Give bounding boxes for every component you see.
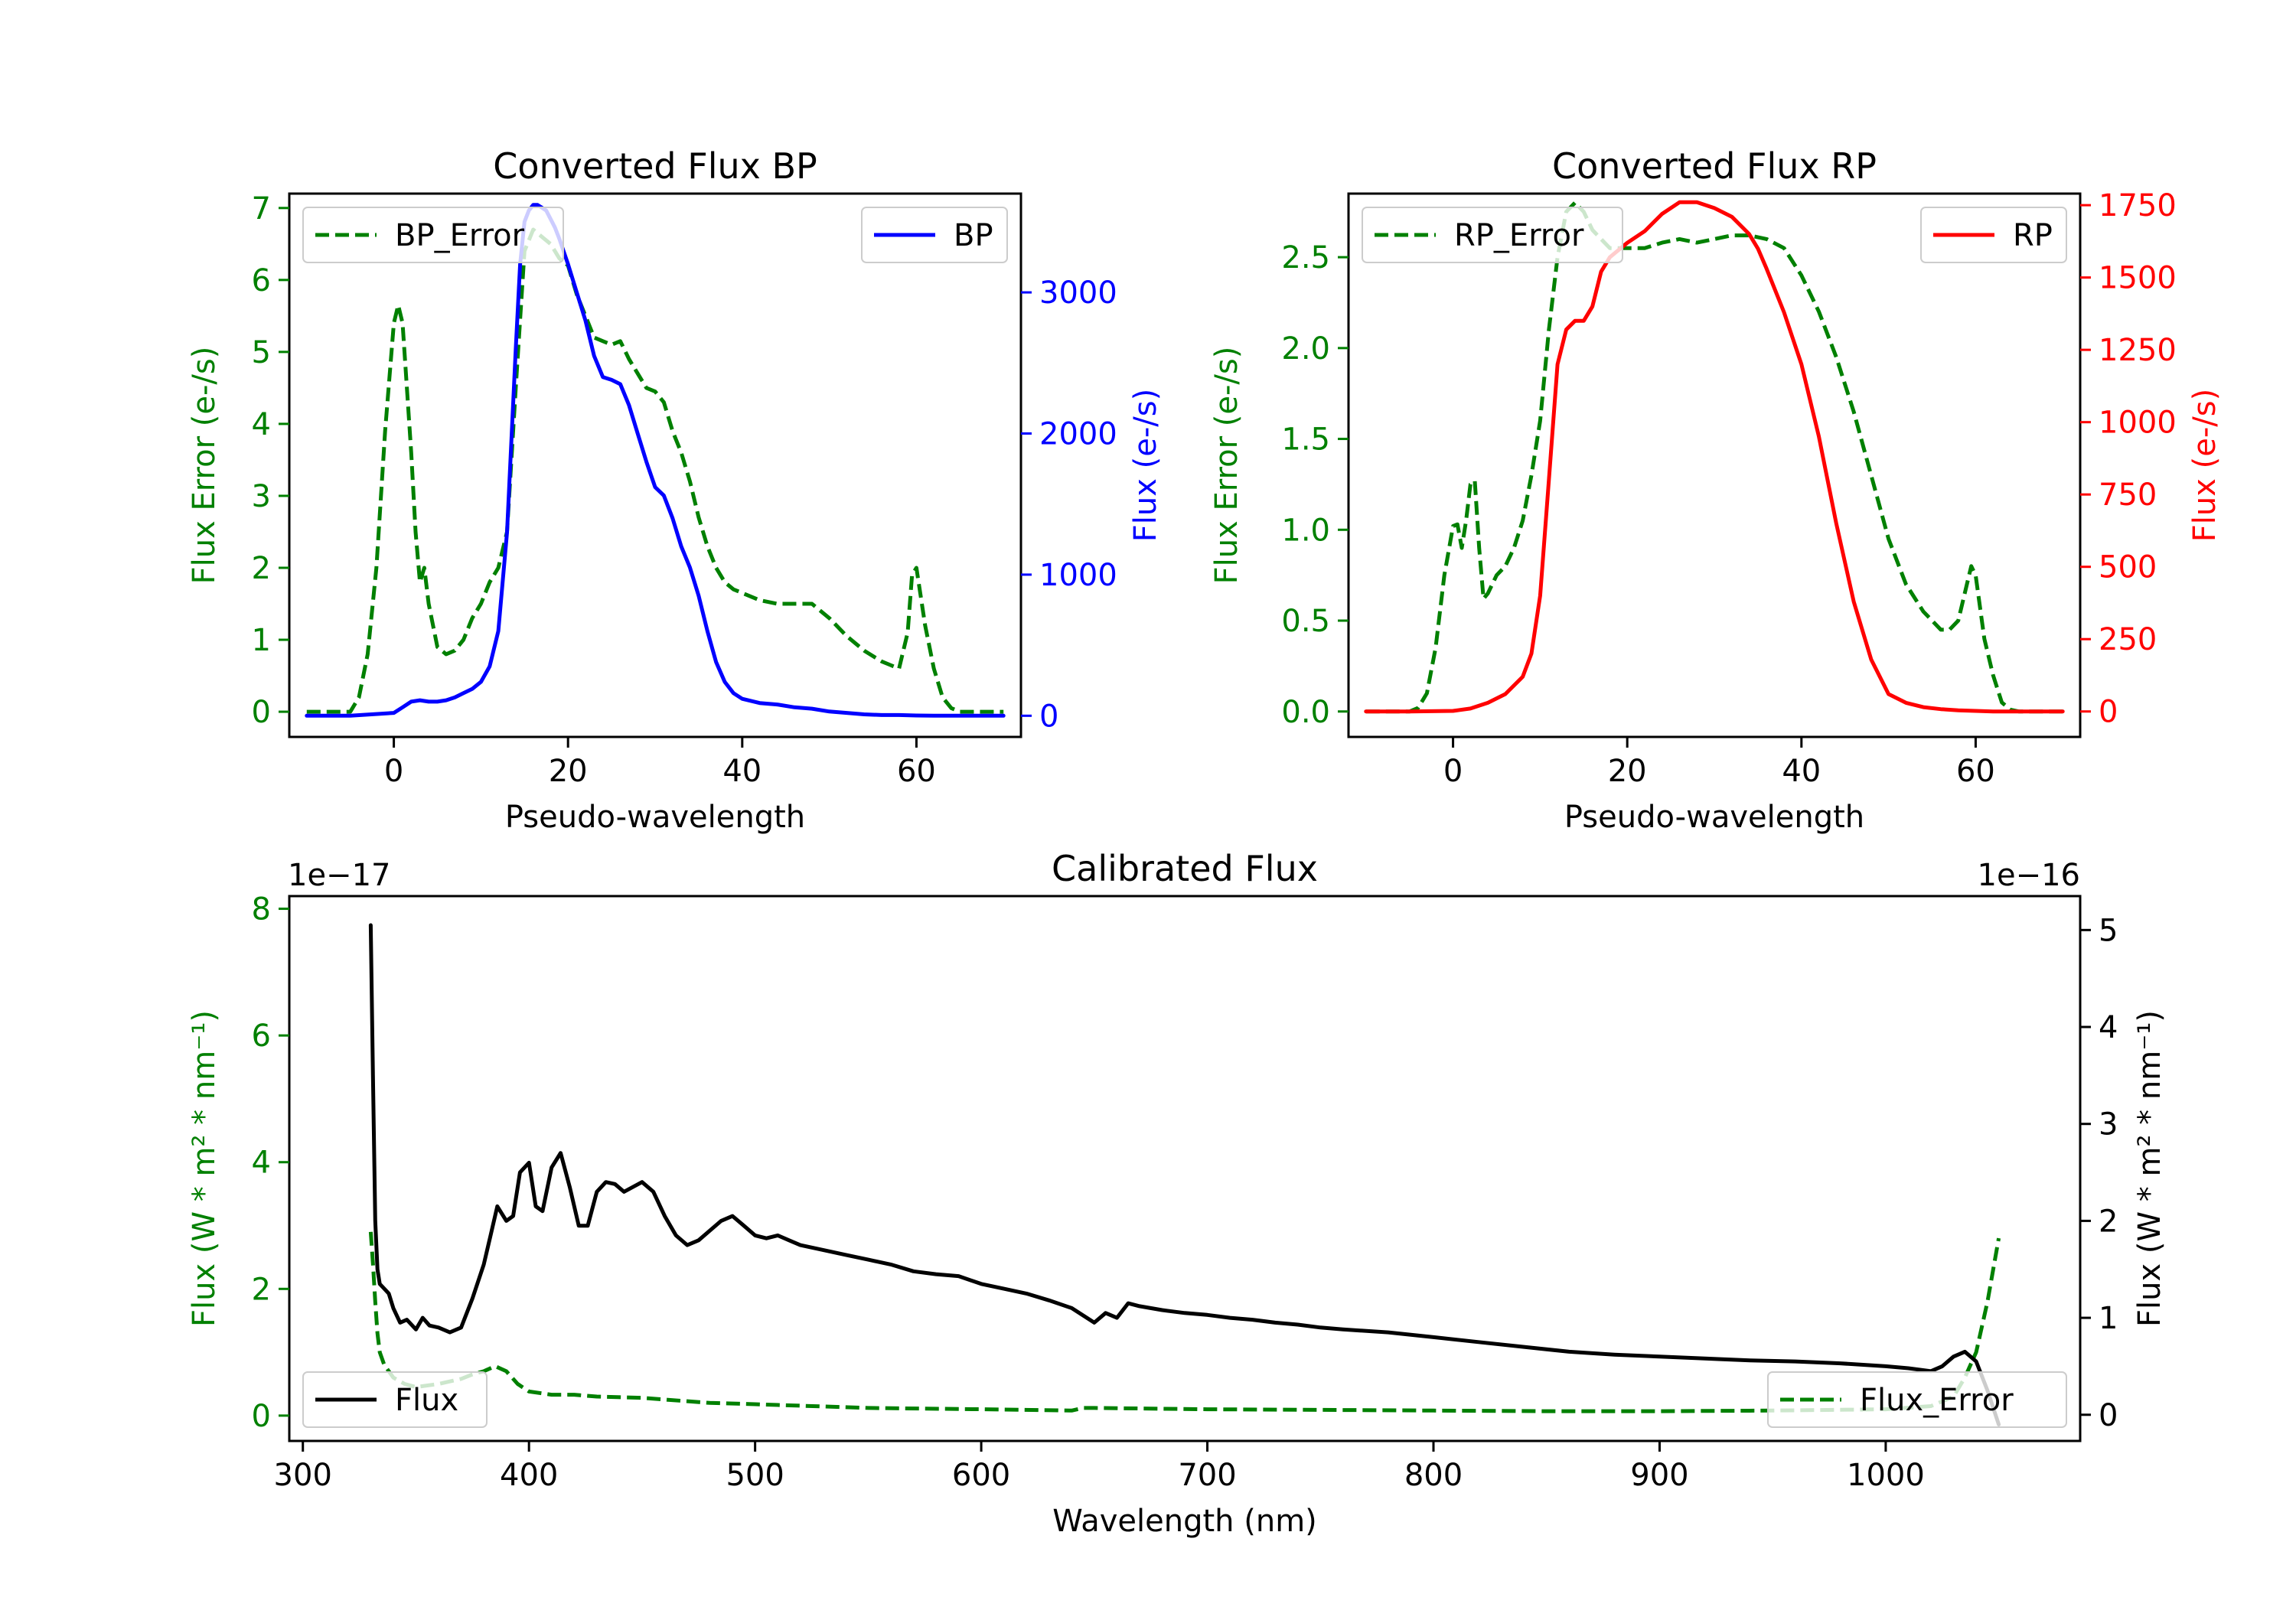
y-axis-label-right: Flux (W * m² * nm⁻¹) [2132,1010,2167,1327]
legend-left: Flux [302,1371,488,1428]
legend-box [302,207,564,263]
left-tick-label: 1.0 [1281,513,1330,548]
series-line-bp [305,203,1006,718]
legend-right: BP [861,207,1008,263]
legend-box [1767,1371,2067,1428]
legend-left: BP_Error [302,207,564,263]
right-tick-label: 0 [2099,1398,2118,1433]
left-tick-label: 0.0 [1281,695,1330,730]
right-tick-label: 1 [2099,1301,2118,1336]
legend-label: RP_Error [1454,218,1584,253]
x-tick-label: 700 [1178,1458,1236,1493]
right-tick-label: 1000 [1039,558,1117,593]
x-axis-label: Wavelength (nm) [1052,1504,1317,1539]
right-tick-label: 2 [2099,1204,2118,1239]
left-tick-label: 7 [252,191,271,227]
right-tick-label: 1750 [2099,188,2177,223]
x-tick-label: 20 [1608,754,1647,789]
right-tick-label: 3000 [1039,275,1117,311]
series-line-bp-error [306,227,1004,714]
bp-subplot: 0 20 40 60 0 1 2 3 4 5 6 7 0 1000 2000 3000 Converted Fl… [187,145,1163,835]
x-tick-label: 0 [384,754,403,789]
legend-label: Flux [395,1383,458,1418]
left-tick-label: 4 [252,407,271,442]
left-tick-label: 0 [252,695,271,730]
legend-label: RP [2013,218,2053,253]
left-tick-label: 6 [252,1019,271,1054]
right-tick-label: 0 [2099,695,2118,730]
x-tick-label: 1000 [1847,1458,1925,1493]
series-line-rp [1364,200,2065,714]
x-tick-label: 800 [1404,1458,1463,1493]
legend-label: BP [954,218,993,253]
offset-label-left: 1e−17 [288,858,390,893]
chart-title: Calibrated Flux [1052,848,1318,889]
x-tick-label: 60 [897,754,936,789]
x-tick-label: 20 [549,754,588,789]
right-tick-label: 4 [2099,1010,2118,1045]
left-tick-label: 3 [252,479,271,514]
left-tick-label: 6 [252,263,271,298]
legend-box [302,1371,488,1428]
series-line-flux [368,923,2001,1426]
left-tick-label: 8 [252,892,271,927]
left-tick-label: 2 [252,551,271,586]
left-tick-label: 4 [252,1146,271,1181]
right-tick-label: 2000 [1039,417,1117,452]
left-tick-label: 2.0 [1281,331,1330,367]
left-tick-label: 0.5 [1281,604,1330,639]
rp-subplot: 0 20 40 60 0.0 0.5 1.0 1.5 2.0 2.5 0 250 500 750 1000 1… [1209,145,2223,835]
x-tick-label: 500 [726,1458,784,1493]
offset-label-right: 1e−16 [1978,858,2080,893]
right-tick-label: 250 [2099,622,2157,657]
right-tick-label: 5 [2099,913,2118,948]
y-axis-label-left: Flux Error (e-/s) [187,347,222,585]
left-tick-label: 1 [252,623,271,658]
legend-box [1362,207,1623,263]
x-tick-label: 600 [952,1458,1010,1493]
axes-frame [288,192,1022,738]
x-tick-label: 900 [1630,1458,1688,1493]
x-tick-label: 400 [500,1458,558,1493]
right-tick-label: 1500 [2099,261,2177,296]
x-tick-label: 40 [1782,754,1821,789]
x-tick-label: 40 [722,754,762,789]
y-axis-label-right: Flux (e-/s) [2187,389,2223,542]
legend-label: BP_Error [395,218,525,253]
left-tick-label: 2 [252,1272,271,1307]
right-tick-label: 500 [2099,550,2157,585]
y-axis-label-right: Flux (e-/s) [1128,389,1163,542]
x-tick-label: 60 [1956,754,1995,789]
legend-left: RP_Error [1362,207,1623,263]
right-tick-label: 0 [1039,699,1058,734]
axes-frame [288,895,2082,1442]
left-tick-label: 5 [252,335,271,370]
legend-right: RP [1920,207,2067,263]
legend-label: Flux_Error [1860,1383,2014,1418]
left-tick-label: 2.5 [1281,240,1330,275]
x-axis-label: Pseudo-wavelength [1564,800,1864,835]
right-tick-label: 3 [2099,1107,2118,1143]
axes-frame [1347,192,2082,738]
calibrated-subplot: 300 400 500 600 700 800 900 1000 0 2 4 6 8 0 1 2 3 4 5 Cali… [187,848,2167,1539]
right-tick-label: 750 [2099,478,2157,513]
legend-right: Flux_Error [1767,1371,2067,1428]
right-tick-label: 1250 [2099,333,2177,368]
x-axis-label: Pseudo-wavelength [505,800,805,835]
chart-title: Converted Flux RP [1552,145,1877,187]
left-tick-label: 0 [252,1399,271,1434]
series-line-rp-error [1365,200,2063,714]
right-tick-label: 1000 [2099,406,2177,441]
left-tick-label: 1.5 [1281,422,1330,458]
chart-title: Converted Flux BP [493,145,817,187]
y-axis-label-left: Flux (W * m² * nm⁻¹) [187,1010,222,1327]
y-axis-label-left: Flux Error (e-/s) [1209,347,1244,585]
x-tick-label: 0 [1443,754,1463,789]
x-tick-label: 300 [274,1458,332,1493]
